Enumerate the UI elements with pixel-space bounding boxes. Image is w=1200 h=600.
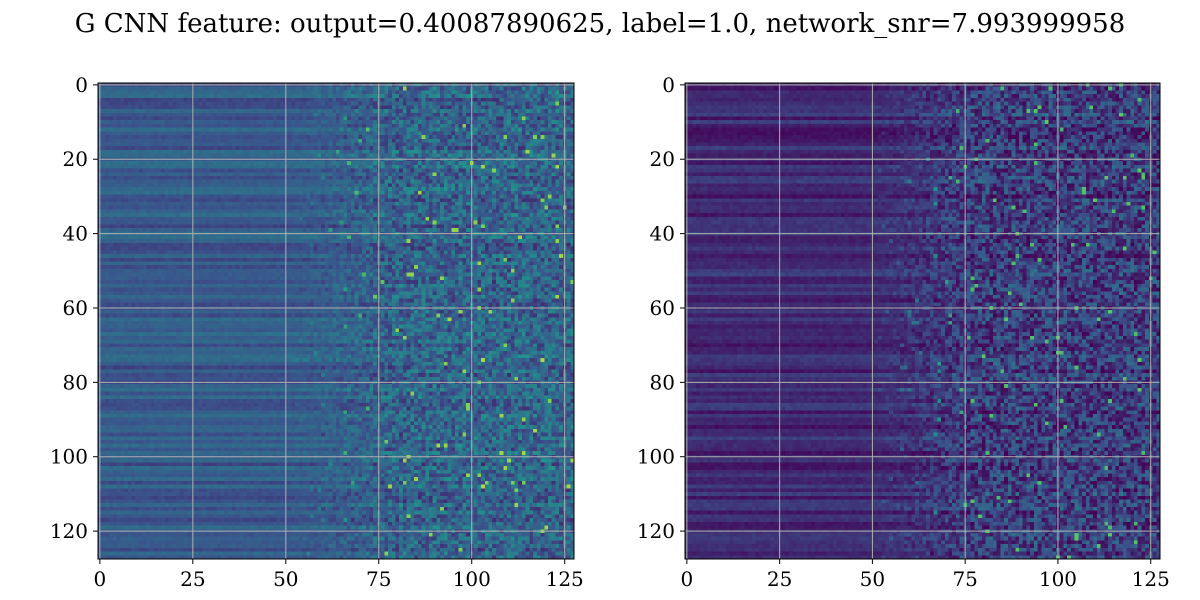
- x-tick-label: 100: [453, 567, 491, 591]
- x-tick-label: 25: [180, 567, 205, 591]
- x-tick-label: 125: [1132, 567, 1170, 591]
- heatmap-panel-left: 0 25 50 75 100 125 0 20 40 60 80 100 120: [50, 73, 584, 591]
- heatmap-image: [98, 83, 574, 559]
- x-tick-label: 0: [680, 567, 693, 591]
- y-tick-label: 60: [63, 296, 88, 320]
- x-tick-label: 125: [546, 567, 584, 591]
- axes-frame: [97, 82, 575, 560]
- y-tick-label: 40: [63, 222, 88, 246]
- x-tick-label: 50: [273, 567, 298, 591]
- y-tick-label: 80: [63, 370, 88, 394]
- x-tick-label: 75: [952, 567, 977, 591]
- heatmap-image: [685, 83, 1160, 559]
- y-tick-label: 120: [637, 519, 675, 543]
- x-tick-label: 0: [93, 567, 106, 591]
- y-tick-label: 20: [650, 147, 675, 171]
- x-tick-label: 25: [767, 567, 792, 591]
- y-tick-label: 0: [662, 73, 675, 97]
- y-tick-label: 100: [50, 445, 88, 469]
- x-tick-label: 75: [366, 567, 391, 591]
- y-tick-label: 0: [75, 73, 88, 97]
- axes-frame: [684, 82, 1161, 560]
- y-tick-label: 100: [637, 445, 675, 469]
- y-tick-label: 60: [650, 296, 675, 320]
- x-tick-label: 50: [860, 567, 885, 591]
- y-tick-label: 40: [650, 222, 675, 246]
- heatmap-panel-right: 0 25 50 75 100 125 0 20 40 60 80 100 120: [637, 73, 1170, 591]
- y-tick-label: 20: [63, 147, 88, 171]
- chart-title: G CNN feature: output=0.40087890625, lab…: [75, 9, 1126, 39]
- x-tick-label: 100: [1039, 567, 1077, 591]
- y-tick-label: 80: [650, 370, 675, 394]
- y-tick-label: 120: [50, 519, 88, 543]
